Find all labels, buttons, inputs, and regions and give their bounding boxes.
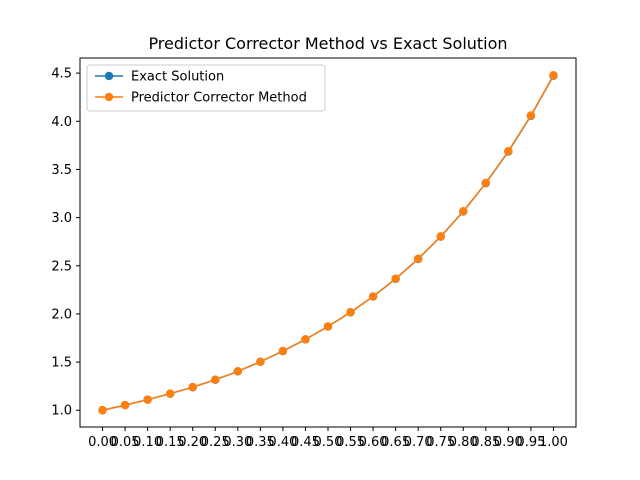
legend-box bbox=[86, 64, 326, 112]
data-point bbox=[323, 322, 333, 331]
data-point bbox=[98, 406, 107, 415]
x-tick-label: 0.35 bbox=[246, 435, 275, 450]
data-point bbox=[549, 71, 558, 80]
x-tick-label: 0.40 bbox=[268, 435, 297, 450]
x-tick-label: 0.10 bbox=[133, 435, 162, 450]
chart-title: Predictor Corrector Method vs Exact Solu… bbox=[148, 34, 507, 53]
series-predictor-corrector bbox=[98, 71, 558, 415]
data-point bbox=[188, 382, 197, 392]
x-tick-label: 0.95 bbox=[516, 435, 545, 450]
x-tick-label: 0.05 bbox=[111, 435, 140, 450]
data-point bbox=[165, 389, 175, 398]
data-point bbox=[368, 292, 378, 301]
legend-item: Predictor Corrector Method bbox=[95, 91, 307, 106]
plot-area bbox=[98, 71, 558, 415]
y-axis: 1.0 1.5 2.0 2.5 3.0 3.5 4.0 4.5 bbox=[51, 67, 80, 419]
data-point bbox=[143, 395, 152, 404]
x-tick-label: 0.00 bbox=[88, 435, 117, 450]
legend-marker bbox=[104, 92, 114, 102]
data-point bbox=[481, 178, 491, 188]
x-tick-label: 0.25 bbox=[201, 435, 230, 450]
x-tick-label: 0.90 bbox=[494, 435, 523, 450]
data-point bbox=[526, 111, 536, 120]
x-tick-label: 0.55 bbox=[336, 435, 365, 450]
x-tick-label: 0.15 bbox=[156, 435, 185, 450]
data-point bbox=[256, 357, 265, 366]
legend-label: Exact Solution bbox=[131, 70, 224, 85]
y-tick-label: 4.5 bbox=[51, 67, 72, 82]
data-point bbox=[120, 400, 130, 410]
x-tick-label: 0.50 bbox=[314, 435, 343, 450]
data-point bbox=[346, 307, 355, 317]
x-tick-label: 0.65 bbox=[381, 435, 410, 450]
legend-label: Predictor Corrector Method bbox=[131, 91, 307, 106]
y-tick-label: 2.0 bbox=[51, 307, 72, 322]
data-point bbox=[391, 274, 400, 283]
x-tick-label: 0.75 bbox=[426, 435, 455, 450]
x-tick-label: 0.80 bbox=[449, 435, 478, 450]
legend: Exact Solution Predictor Corrector Method bbox=[86, 64, 326, 112]
y-tick-label: 3.5 bbox=[51, 163, 72, 178]
y-tick-label: 3.0 bbox=[51, 211, 72, 226]
x-tick-label: 1.00 bbox=[539, 435, 568, 450]
data-point bbox=[413, 254, 423, 263]
legend-item: Exact Solution bbox=[95, 70, 224, 85]
x-tick-label: 0.45 bbox=[291, 435, 320, 450]
data-point bbox=[459, 207, 468, 216]
x-tick-label: 0.85 bbox=[471, 435, 500, 450]
x-tick-label: 0.60 bbox=[359, 435, 388, 450]
y-tick-label: 1.0 bbox=[51, 404, 72, 419]
y-tick-label: 1.5 bbox=[51, 356, 72, 371]
data-point bbox=[436, 232, 445, 241]
x-tick-label: 0.30 bbox=[223, 435, 252, 450]
data-point bbox=[504, 146, 513, 156]
data-point bbox=[233, 367, 243, 376]
y-tick-label: 2.5 bbox=[51, 259, 72, 274]
x-tick-label: 0.70 bbox=[404, 435, 433, 450]
x-tick-label: 0.20 bbox=[178, 435, 207, 450]
data-point bbox=[278, 346, 288, 356]
y-tick-label: 4.0 bbox=[51, 115, 72, 130]
data-point bbox=[211, 375, 220, 384]
legend-marker bbox=[104, 71, 114, 81]
x-axis: 0.000.050.100.150.200.250.300.350.400.45… bbox=[88, 427, 568, 450]
data-point bbox=[301, 335, 310, 344]
